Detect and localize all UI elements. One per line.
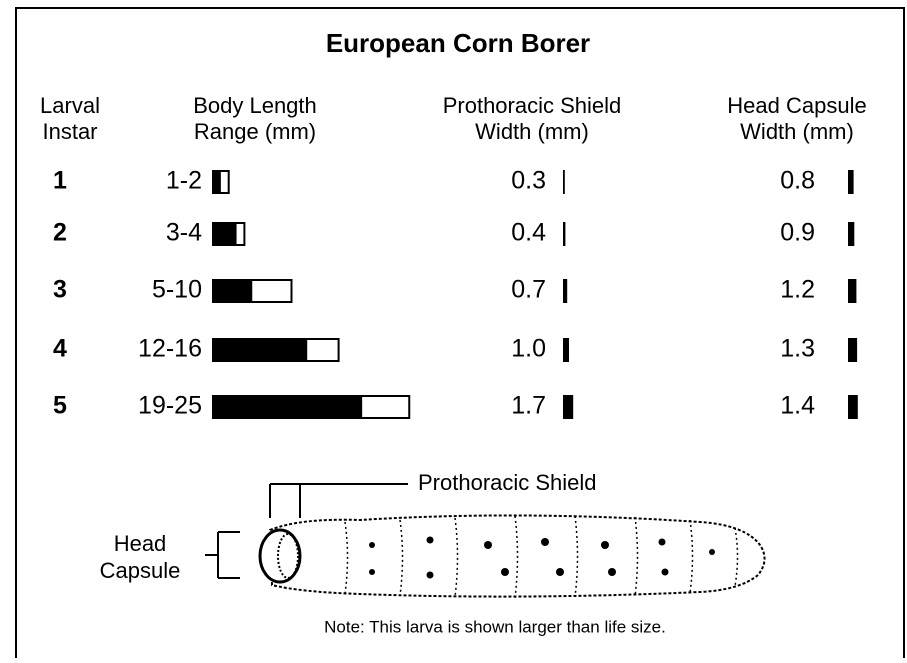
- column-header: Width (mm): [475, 119, 589, 144]
- figure: European Corn Borer LarvalInstar Body Len…: [0, 0, 907, 658]
- column-header: Instar: [42, 119, 97, 144]
- head-width: 0.9: [780, 219, 815, 247]
- length-min-bar: [213, 396, 362, 418]
- instar: 5: [53, 392, 67, 420]
- shield-bar: [563, 338, 569, 362]
- head-width: 1.2: [780, 276, 815, 304]
- instar: 1: [53, 167, 67, 195]
- instar: 3: [53, 276, 67, 304]
- column-header: Head Capsule: [727, 93, 866, 118]
- length-min-bar: [213, 339, 307, 361]
- head-width: 1.4: [780, 392, 815, 420]
- column-header: Larval: [40, 93, 100, 118]
- note: Note: This larva is shown larger than li…: [324, 617, 666, 636]
- shield-width: 1.7: [511, 392, 546, 420]
- length-min-bar: [213, 171, 221, 193]
- length-min-bar: [213, 223, 237, 245]
- shield-bar: [563, 279, 567, 303]
- shield-width: 0.4: [511, 219, 546, 247]
- column-header: Width (mm): [740, 119, 854, 144]
- head-bar: [848, 395, 858, 419]
- column-header: Range (mm): [194, 119, 316, 144]
- length-range: 19-25: [138, 392, 202, 420]
- head-bar: [848, 279, 856, 303]
- larva: [205, 484, 765, 598]
- head-bar: [848, 222, 854, 246]
- head-width: 1.3: [780, 335, 815, 363]
- length-range: 12-16: [138, 335, 202, 363]
- head-label: Head: [114, 531, 167, 556]
- shield-bar: [563, 395, 573, 419]
- title: European Corn Borer: [326, 28, 590, 58]
- column-header: Prothoracic Shield: [443, 93, 622, 118]
- instar: 2: [53, 219, 67, 247]
- length-range: 1-2: [166, 167, 202, 195]
- shield-width: 0.7: [511, 276, 546, 304]
- shield-bar: [563, 222, 565, 246]
- length-min-bar: [213, 280, 252, 302]
- head-bar: [848, 170, 854, 194]
- head-bar: [848, 338, 857, 362]
- head-width: 0.8: [780, 167, 815, 195]
- length-range: 3-4: [166, 219, 202, 247]
- length-range: 5-10: [152, 276, 202, 304]
- shield-width: 1.0: [511, 335, 546, 363]
- shield-label: Prothoracic Shield: [418, 470, 597, 495]
- head-label: Capsule: [100, 558, 181, 583]
- shield-width: 0.3: [511, 167, 546, 195]
- column-header: Body Length: [193, 93, 317, 118]
- instar: 4: [53, 335, 67, 363]
- shield-bar: [563, 170, 565, 194]
